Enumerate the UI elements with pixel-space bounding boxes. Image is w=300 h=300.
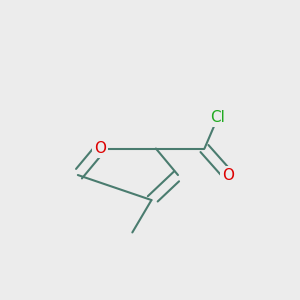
Text: O: O (222, 167, 234, 182)
Text: Cl: Cl (210, 110, 225, 125)
Text: O: O (94, 141, 106, 156)
